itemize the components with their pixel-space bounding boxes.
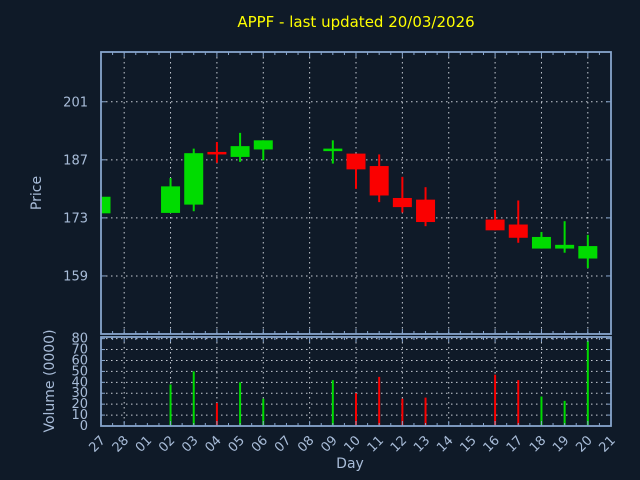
- x-tick-label: 06: [249, 433, 271, 455]
- x-tick-label: 21: [597, 433, 619, 455]
- x-tick-label: 11: [365, 433, 387, 455]
- x-tick-label: 28: [110, 433, 132, 455]
- candle-day-11: [369, 154, 389, 203]
- candle-body: [392, 197, 412, 208]
- candle-day-02: [161, 178, 181, 213]
- x-tick-label: 07: [272, 433, 294, 455]
- x-tick-label: 10: [342, 433, 364, 455]
- candle-body: [253, 140, 273, 150]
- x-tick-label: 15: [457, 433, 479, 455]
- volume-tick-label: 70: [71, 343, 88, 358]
- candle-day-12: [392, 176, 412, 213]
- x-tick-label: 01: [133, 433, 155, 455]
- candle-day-04: [207, 141, 227, 163]
- candle-body: [416, 199, 436, 223]
- price-tick-label: 187: [63, 153, 88, 168]
- volume-tick-label: 0: [80, 419, 88, 434]
- volume-tick-label: 50: [71, 364, 88, 379]
- chart-title: APPF - last updated 20/03/2026: [237, 13, 475, 31]
- x-tick-label: 16: [481, 433, 503, 455]
- x-axis-title: Day: [336, 456, 364, 472]
- x-tick-label: 12: [388, 433, 410, 455]
- volume-tick-label: 40: [71, 375, 88, 390]
- x-tick-label: 02: [156, 433, 178, 455]
- candle-day-03: [184, 148, 204, 212]
- tick-marks: [100, 52, 612, 427]
- x-tick-label: 04: [202, 433, 224, 455]
- candle-day-16: [485, 210, 505, 231]
- x-tick-label: 18: [527, 433, 549, 455]
- candle-body: [508, 224, 528, 238]
- price-tick-label: 201: [63, 95, 88, 110]
- x-tick-label: 09: [318, 433, 340, 455]
- candle-body: [161, 186, 181, 213]
- candle-day-10: [346, 153, 366, 189]
- candle-body: [101, 196, 111, 214]
- x-tick-label: 27: [87, 433, 109, 455]
- candle-day-09: [323, 140, 343, 164]
- candle-day-20: [578, 234, 598, 269]
- volume-axis-title: Volume (0000): [42, 329, 58, 433]
- price-tick-label: 159: [63, 269, 88, 284]
- x-tick-label: 13: [411, 433, 433, 455]
- volume-series: [169, 340, 589, 425]
- candle-body: [555, 244, 575, 249]
- candle-body: [184, 153, 204, 205]
- candle-body: [369, 166, 389, 196]
- candle-day-27: [101, 196, 111, 214]
- price-tick-label: 173: [63, 211, 88, 226]
- candle-body: [531, 236, 551, 249]
- volume-tick-label: 80: [71, 332, 88, 347]
- x-tick-label: 03: [179, 433, 201, 455]
- candle-day-18: [531, 231, 551, 249]
- x-tick-label: 05: [226, 433, 248, 455]
- x-tick-label: 19: [550, 433, 572, 455]
- candle-series: [101, 132, 598, 269]
- candle-body: [346, 153, 366, 170]
- x-tick-label: 08: [295, 433, 317, 455]
- volume-tick-label: 10: [71, 408, 88, 423]
- x-tick-label: 20: [573, 433, 595, 455]
- candle-body: [207, 151, 227, 155]
- candle-day-13: [416, 187, 436, 227]
- candle-day-19: [555, 221, 575, 253]
- volume-tick-label: 20: [71, 397, 88, 412]
- candle-day-17: [508, 200, 528, 243]
- candle-body: [323, 148, 343, 152]
- x-tick-label: 17: [504, 433, 526, 455]
- candle-day-05: [230, 132, 250, 162]
- volume-tick-label: 30: [71, 386, 88, 401]
- candle-body: [485, 219, 505, 231]
- candle-body: [578, 246, 598, 259]
- x-tick-label: 14: [434, 433, 456, 455]
- candle-day-06: [253, 140, 273, 161]
- volume-tick-label: 60: [71, 353, 88, 368]
- price-axis-title: Price: [29, 175, 45, 211]
- candle-body: [230, 146, 250, 157]
